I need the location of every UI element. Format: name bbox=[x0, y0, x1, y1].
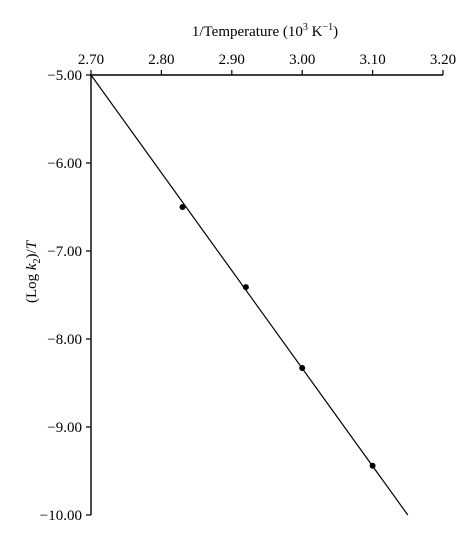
data-point bbox=[242, 284, 249, 291]
x-tick-label: 3.20 bbox=[430, 52, 456, 68]
plot-area: 2.70 2.80 2.90 3.00 3.10 3.20 −5.00 −6.00 −7.00 −… bbox=[40, 52, 456, 524]
y-tick-label: −10.00 bbox=[40, 508, 82, 524]
y-axis-title: (Log k2)/T bbox=[24, 239, 43, 303]
y-axis-title-sub: 2 bbox=[32, 258, 43, 263]
x-axis-title-close: ) bbox=[333, 24, 338, 40]
svg-text:(Log k2)/T: (Log k2)/T bbox=[24, 239, 43, 303]
y-axis-title-open: (Log bbox=[24, 270, 40, 303]
y-tick-label: −8.00 bbox=[47, 332, 82, 348]
x-axis-title-unit-exp: −1 bbox=[322, 22, 333, 33]
x-axis-title-unit: K bbox=[308, 24, 323, 40]
y-axis-title-var: k bbox=[24, 263, 40, 270]
fit-line bbox=[90, 74, 409, 516]
x-tick-label: 2.70 bbox=[78, 52, 104, 68]
y-tick-label: −7.00 bbox=[47, 244, 82, 260]
x-axis-title-text: 1/Temperature (10 bbox=[192, 24, 303, 40]
y-axis-title-T: T bbox=[24, 239, 40, 249]
y-axis-title-close: )/ bbox=[24, 248, 40, 258]
y-tick-label: −6.00 bbox=[47, 156, 82, 172]
x-axis-title-exp: 3 bbox=[303, 22, 308, 33]
data-point bbox=[179, 204, 186, 210]
data-point bbox=[369, 462, 376, 469]
x-tick-label: 2.90 bbox=[219, 52, 245, 68]
svg-text:1/Temperature (103 K−1): 1/Temperature (103 K−1) bbox=[192, 22, 338, 40]
x-tick-label: 2.80 bbox=[148, 52, 174, 68]
y-tick-label: −5.00 bbox=[47, 68, 82, 84]
data-point bbox=[299, 365, 306, 372]
x-axis-title: 1/Temperature (103 K−1) bbox=[192, 22, 338, 40]
x-tick-label: 3.00 bbox=[289, 52, 315, 68]
y-tick-label: −9.00 bbox=[47, 420, 82, 436]
x-tick-label: 3.10 bbox=[359, 52, 385, 68]
